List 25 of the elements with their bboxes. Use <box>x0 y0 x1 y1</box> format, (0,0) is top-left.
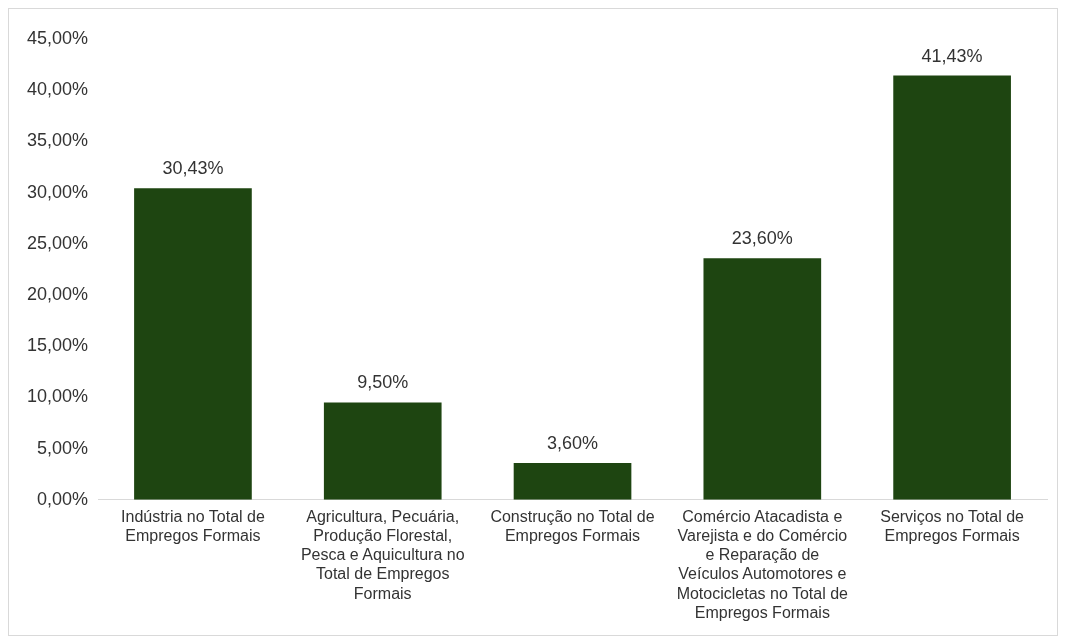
y-tick-label: 0,00% <box>37 488 89 509</box>
bar <box>513 462 632 500</box>
bar <box>134 188 252 500</box>
x-tick-label: Indústria no Total de Empregos Formais <box>121 507 265 545</box>
x-tick-label: Agricultura, Pecuária, Produção Florestal, Pesca e Aquicultura no Total de Empregos Formais <box>300 507 465 602</box>
y-tick-label: 40,00% <box>26 79 89 100</box>
y-tick-label: 15,00% <box>26 335 89 356</box>
bar <box>703 258 822 500</box>
data-label: 3,60% <box>547 432 599 453</box>
y-tick-label: 30,00% <box>26 181 89 202</box>
y-tick-label: 20,00% <box>26 283 89 304</box>
bar <box>893 75 1011 500</box>
y-tick-label: 25,00% <box>26 232 89 253</box>
data-label: 9,50% <box>357 372 409 393</box>
y-tick-label: 10,00% <box>26 386 89 407</box>
bar <box>323 402 442 500</box>
data-label: 41,43% <box>921 45 983 66</box>
data-label: 23,60% <box>731 228 793 249</box>
y-tick-label: 45,00% <box>26 27 89 48</box>
y-tick-label: 35,00% <box>26 130 89 151</box>
x-tick-label: Comércio Atacadista e Varejista e do Comércio e Reparação de Veículos Automotores e Motocicletas no Total de Empregos Formais <box>676 507 849 621</box>
x-tick-label: Serviços no Total de Empregos Formais <box>880 507 1025 545</box>
x-tick-label: Construção no Total de Empregos Formais <box>490 507 655 545</box>
data-label: 30,43% <box>162 158 224 179</box>
y-tick-label: 5,00% <box>37 437 89 458</box>
